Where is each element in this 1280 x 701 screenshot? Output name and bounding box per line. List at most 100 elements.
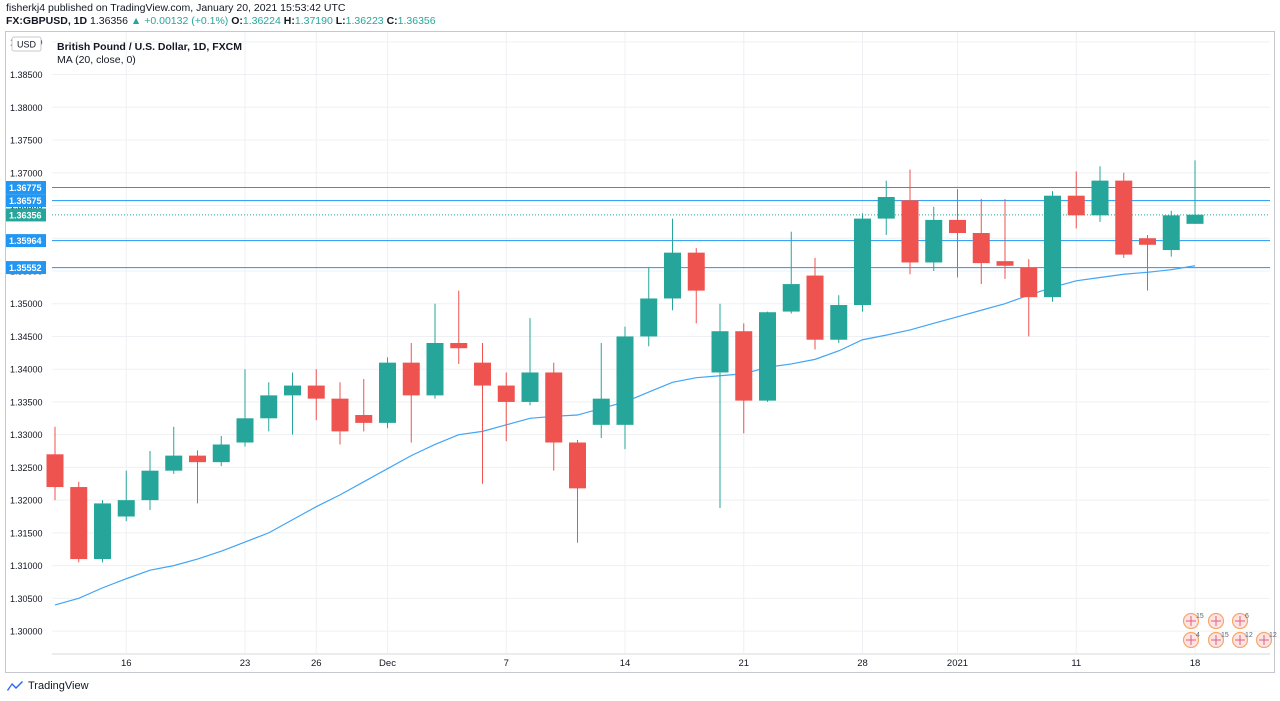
candle xyxy=(616,326,634,450)
candle xyxy=(972,198,990,285)
candle-body xyxy=(569,442,586,489)
flag-icon: 15 xyxy=(1207,631,1229,649)
y-tick-label: 1.38500 xyxy=(10,70,43,80)
candle xyxy=(545,362,563,471)
candle xyxy=(307,369,325,421)
high-label: H: xyxy=(283,15,295,27)
currency-badge[interactable]: USD xyxy=(17,40,37,50)
candle xyxy=(569,439,586,543)
x-tick-label: 2021 xyxy=(947,658,968,669)
candle xyxy=(212,435,230,467)
candle xyxy=(474,343,491,484)
price-tag-label: 1.35552 xyxy=(9,263,42,273)
chart-legend-title: British Pound / U.S. Dollar, 1D, FXCM xyxy=(57,41,242,53)
candle xyxy=(782,231,800,314)
symbol-ohlc-line: FX:GBPUSD, 1D 1.36356 ▲ +0.00132 (+0.1%)… xyxy=(6,15,436,27)
candle xyxy=(70,481,88,563)
price-tag-box xyxy=(6,194,46,208)
last-price-tag-label: 1.36356 xyxy=(9,210,42,220)
candle-body xyxy=(925,219,943,263)
candle xyxy=(1044,191,1061,302)
candle xyxy=(1186,160,1204,224)
x-tick-label: Dec xyxy=(379,658,396,669)
price-tag-label: 1.36575 xyxy=(9,196,42,206)
candle-body xyxy=(284,385,301,396)
candle-body xyxy=(996,261,1014,266)
candle-body xyxy=(545,372,563,443)
candle xyxy=(996,198,1014,279)
flag-icon: 12 xyxy=(1231,631,1253,649)
price-tag-label: 1.36775 xyxy=(9,183,42,193)
candle xyxy=(1115,172,1133,258)
candle-body xyxy=(592,398,610,425)
ma-legend: MA (20, close, 0) xyxy=(57,54,136,66)
candle xyxy=(426,303,444,399)
publisher-text: fisherkj4 published on TradingView.com, … xyxy=(6,2,346,14)
low-label: L: xyxy=(335,15,346,27)
y-tick-label: 1.33000 xyxy=(10,430,43,440)
candle-body xyxy=(1162,215,1180,251)
candle xyxy=(236,369,254,447)
candle-body xyxy=(521,372,539,402)
candle xyxy=(664,218,681,311)
candle xyxy=(877,180,895,235)
candle-body xyxy=(379,362,396,423)
tradingview-brand[interactable]: TradingView xyxy=(6,680,89,692)
event-count-badge: 12 xyxy=(1245,632,1253,639)
candle-body xyxy=(450,343,468,349)
currency-badge-box[interactable] xyxy=(11,36,42,52)
candle-body xyxy=(664,252,681,299)
candle xyxy=(331,382,349,445)
candle-body xyxy=(1067,195,1085,216)
candle xyxy=(260,382,278,432)
candle xyxy=(355,379,373,432)
candle-body xyxy=(1020,267,1038,298)
candle xyxy=(284,372,301,435)
candle-body xyxy=(782,284,800,312)
candle xyxy=(949,189,966,278)
x-tick-label: 21 xyxy=(738,658,749,669)
y-tick-label: 1.34500 xyxy=(10,332,43,342)
y-tick-label: 1.33500 xyxy=(10,397,43,407)
x-tick-label: 28 xyxy=(857,658,868,669)
candle xyxy=(1091,166,1109,222)
x-tick-label: 16 xyxy=(121,658,132,669)
publisher-line: fisherkj4 published on TradingView.com, … xyxy=(6,2,346,14)
price-tag-box xyxy=(6,181,46,194)
price-tag-box xyxy=(6,261,46,275)
candle xyxy=(165,426,183,474)
candle-body xyxy=(46,454,64,488)
candle-body xyxy=(711,331,729,373)
y-tick-label: 1.30500 xyxy=(10,594,43,604)
candle-body xyxy=(355,415,373,423)
flag-icon: 6 xyxy=(1231,612,1249,630)
candle-body xyxy=(165,455,183,471)
y-tick-label: 1.31500 xyxy=(10,528,43,538)
close-label: C: xyxy=(386,15,398,27)
candle-body xyxy=(901,200,919,263)
candle xyxy=(687,248,705,324)
candle-body xyxy=(260,395,278,419)
candle-body xyxy=(189,455,206,463)
open-value: 1.36224 xyxy=(242,15,281,27)
candle xyxy=(1020,259,1038,337)
close-value: 1.36356 xyxy=(397,15,436,27)
candle xyxy=(592,343,610,438)
candle xyxy=(521,318,539,406)
y-tick-label: 1.30000 xyxy=(10,627,43,637)
candle-body xyxy=(759,312,776,401)
candle xyxy=(830,295,848,343)
candle-body xyxy=(236,418,254,443)
x-tick-label: 26 xyxy=(311,658,322,669)
flag-icon: 15 xyxy=(1182,612,1204,630)
candle xyxy=(854,213,871,312)
candle xyxy=(711,303,729,508)
flag-icon: 12 xyxy=(1255,631,1277,649)
y-tick-label: 1.34000 xyxy=(10,365,43,375)
candle xyxy=(735,323,753,434)
economic-events[interactable]: 15 6 4 15 12 12 xyxy=(1182,612,1277,649)
event-count-badge: 15 xyxy=(1221,632,1229,639)
candle-body xyxy=(972,233,990,264)
last-price-tag-box xyxy=(6,208,46,222)
